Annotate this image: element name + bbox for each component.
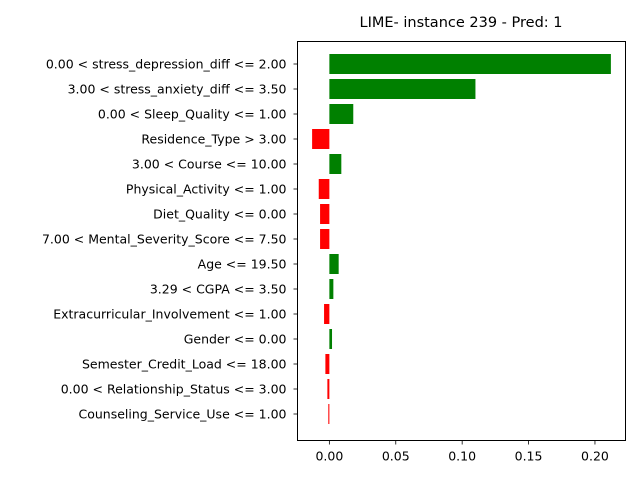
y-tick-label: 3.00 < Course <= 10.00 [132,157,287,172]
y-tick-label: Gender <= 0.00 [184,332,287,347]
y-tick-label: Physical_Activity <= 1.00 [126,182,287,197]
bar-5 [318,179,330,199]
y-tick-labels: 0.00 < stress_depression_diff <= 2.00 3.0… [42,57,298,422]
y-tick-label: 0.00 < stress_depression_diff <= 2.00 [46,57,287,72]
y-tick-label: Diet_Quality <= 0.00 [153,207,286,222]
x-tick-label: 0.15 [515,449,543,464]
bar-7 [320,229,330,249]
y-tick-label: Counseling_Service_Use <= 1.00 [78,407,286,422]
bar-6 [320,204,330,224]
bar-8 [329,254,339,274]
y-tick-label: Residence_Type > 3.00 [141,132,286,147]
x-ticks: 0.00 0.05 0.10 0.15 0.20 [315,440,609,464]
bar-9 [329,279,334,299]
y-tick-label: 7.00 < Mental_Severity_Score <= 7.50 [42,232,287,247]
y-tick-label: 0.00 < Relationship_Status <= 3.00 [61,382,287,397]
bar-2 [329,104,354,124]
bars-group [312,54,611,424]
bar-4 [329,154,342,174]
chart-title: LIME- instance 239 - Pred: 1 [359,15,562,31]
x-tick-label: 0.20 [581,449,609,464]
bar-0 [329,54,611,74]
y-tick-label: 0.00 < Sleep_Quality <= 1.00 [98,107,287,122]
x-tick-label: 0.00 [315,449,343,464]
bar-13 [327,379,330,399]
bar-12 [325,354,330,374]
bar-10 [324,304,330,324]
plot-frame [297,41,626,441]
x-tick-label: 0.10 [448,449,476,464]
y-tick-label: 3.29 < CGPA <= 3.50 [150,282,287,297]
y-tick-label: Semester_Credit_Load <= 18.00 [82,357,287,372]
bar-11 [329,329,333,349]
x-tick-label: 0.05 [382,449,410,464]
bar-3 [312,129,330,149]
y-tick-label: 3.00 < stress_anxiety_diff <= 3.50 [68,82,287,97]
bar-14 [328,404,330,424]
bar-1 [329,79,476,99]
y-tick-label: Extracurricular_Involvement <= 1.00 [53,307,286,322]
y-tick-label: Age <= 19.50 [198,257,287,272]
